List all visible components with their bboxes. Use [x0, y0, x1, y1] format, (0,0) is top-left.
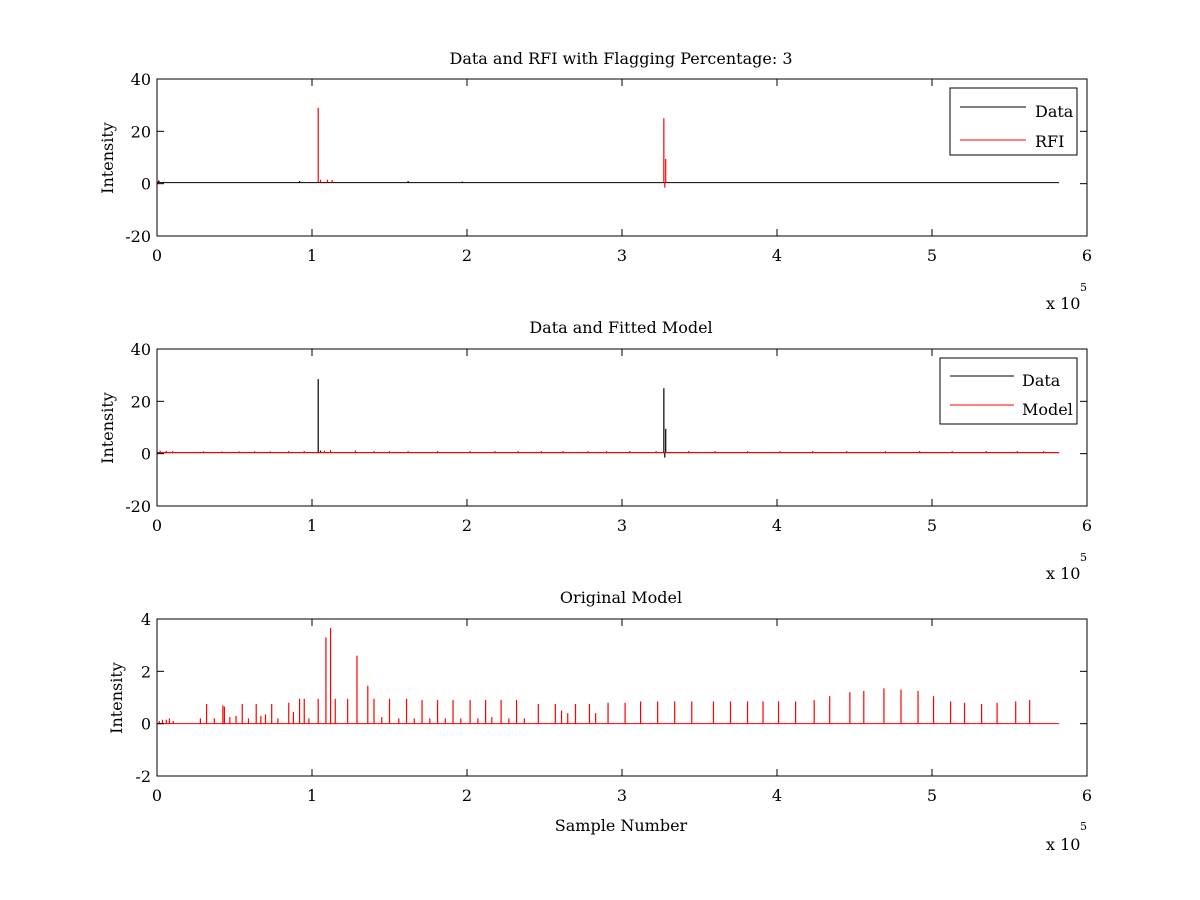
panel-3-xlabel: Sample Number [555, 816, 688, 835]
panel-1-x-multiplier: x 10 [1046, 294, 1080, 313]
panel-3-xtick-label: 3 [617, 786, 627, 805]
panel-2-xtick-label: 6 [1082, 516, 1092, 535]
panel-2-xtick-label: 5 [927, 516, 937, 535]
panel-2-xtick-label: 2 [462, 516, 472, 535]
panel-2-ylabel: Intensity [98, 392, 117, 464]
panel-3-xtick-label: 1 [307, 786, 317, 805]
panel-1-ylabel: Intensity [98, 122, 117, 194]
panel-2-legend-label-data: Data [1022, 371, 1061, 390]
panel-3-xtick-label: 6 [1082, 786, 1092, 805]
panel-2-xtick-label: 1 [307, 516, 317, 535]
panel-1-xtick-label: 4 [772, 246, 782, 265]
panel-3-xtick-label: 5 [927, 786, 937, 805]
panel-1-legend-label-rfi: RFI [1035, 132, 1064, 151]
panel-2-xtick-label: 4 [772, 516, 782, 535]
panel-3-x-multiplier: x 10 [1046, 835, 1080, 854]
panel-1-legend: Data RFI [949, 87, 1078, 156]
panel-3-marks [157, 628, 1060, 725]
panel-1-title: Data and RFI with Flagging Percentage: 3 [449, 49, 792, 68]
panel-2-legend-label-model: Model [1022, 400, 1073, 419]
panel-3-xtick-label: 0 [152, 786, 162, 805]
panel-2-xtick-label: 0 [152, 516, 162, 535]
panel-2-title: Data and Fitted Model [529, 318, 712, 337]
panel-2-x-multiplier: x 10 [1046, 564, 1080, 583]
panel-3-title: Original Model [560, 588, 682, 607]
panel-1-xtick-label: 3 [617, 246, 627, 265]
panel-2-ytick-label: 0 [141, 445, 151, 464]
panel-2-ytick-label: 20 [131, 392, 151, 411]
panel-1-xtick-label: 5 [927, 246, 937, 265]
panel-2-legend: Data Model [939, 357, 1078, 425]
panel-1-x-multiplier-exponent: 5 [1080, 281, 1087, 294]
panel-1-xtick-label: 1 [307, 246, 317, 265]
panel-1-ytick-label: -20 [125, 227, 151, 246]
panel-3-xtick-label: 2 [462, 786, 472, 805]
panel-3-x-multiplier-exponent: 5 [1080, 820, 1087, 833]
panel-2-ytick-label: 40 [131, 340, 151, 359]
panel-2: Data and Fitted Model Intensity 0 1 2 3 4 5 6 -… [98, 318, 1092, 583]
panel-3-ytick-label: 0 [141, 715, 151, 734]
panel-1-xtick-label: 2 [462, 246, 472, 265]
panel-3-ytick-label: -2 [135, 767, 151, 786]
panel-2-x-multiplier-exponent: 5 [1080, 551, 1087, 564]
panel-3-ylabel: Intensity [107, 662, 126, 734]
panel-3-ytick-label: 2 [141, 662, 151, 681]
panel-1-legend-box [949, 87, 1078, 156]
panel-1-legend-label-data: Data [1035, 102, 1074, 121]
panel-2-legend-box [939, 357, 1078, 425]
panel-2-marks [157, 379, 1060, 458]
panel-2-ytick-label: -20 [125, 497, 151, 516]
panel-1-ytick-label: 20 [131, 122, 151, 141]
panel-1-xtick-label: 6 [1082, 246, 1092, 265]
panel-1-marks [157, 107, 1060, 188]
panel-3-ytick-label: 4 [141, 610, 151, 629]
panel-1-ytick-label: 0 [141, 175, 151, 194]
panel-2-xtick-label: 3 [617, 516, 627, 535]
panel-3-xtick-label: 4 [772, 786, 782, 805]
panel-1: Data and RFI with Flagging Percentage: 3… [98, 49, 1092, 313]
panel-1-xtick-label: 0 [152, 246, 162, 265]
panel-1-ytick-label: 40 [131, 70, 151, 89]
